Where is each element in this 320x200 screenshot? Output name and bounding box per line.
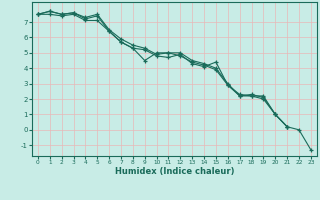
X-axis label: Humidex (Indice chaleur): Humidex (Indice chaleur) [115,167,234,176]
